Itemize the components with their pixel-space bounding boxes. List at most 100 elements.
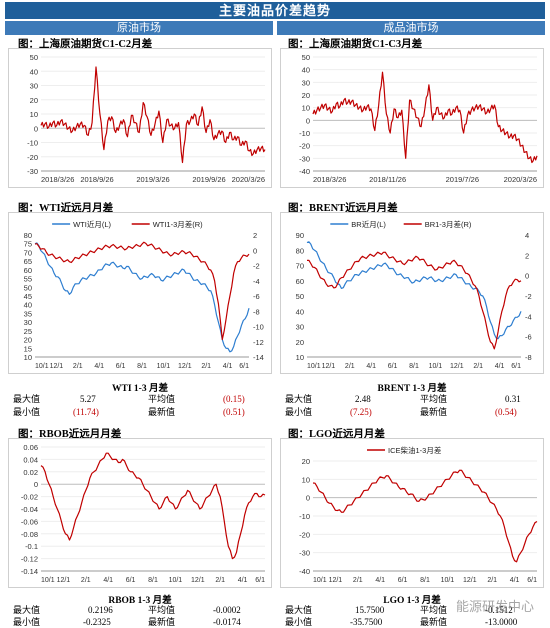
x-tick-label: 2/1	[487, 577, 497, 584]
y-tick-label: -0.08	[21, 530, 38, 539]
rbob-max-label: 最大值	[13, 605, 41, 615]
x-tick-label: 6/1	[388, 363, 398, 370]
rbob-latest-value: -0.0174	[213, 617, 241, 627]
brent-latest-value: (0.54)	[495, 407, 517, 417]
chart-title-sc: 图：上海原油期货C1-C2月差	[18, 39, 153, 50]
series-line-0	[34, 242, 250, 353]
x-tick-label: 12/1	[57, 577, 71, 584]
series-line-0	[312, 469, 538, 563]
x-tick-label: 4/1	[238, 577, 248, 584]
lgo-max-label: 最大值	[285, 605, 313, 615]
y-tick-label: -0.04	[21, 505, 38, 514]
rbob-min-value: -0.2325	[83, 617, 111, 627]
y-tick-label: 90	[296, 231, 304, 240]
x-tick-label: 12/1	[329, 577, 343, 584]
y-tick-label: 40	[30, 67, 38, 76]
y-tick-label: 70	[296, 262, 304, 271]
rbob-stats-row-1: 最大值 0.2196 平均值 -0.0002	[8, 604, 272, 616]
x-tick-label: 4/1	[495, 363, 505, 370]
lgo-latest-value: -13.0000	[485, 617, 518, 627]
y-tick-label: 0	[306, 116, 310, 125]
chart-panel-brent: 90 80 70 60 50 40 30 20 10 4 2 0 -2 -4 -6 -8 10/1 12/1 2/1…	[280, 212, 544, 374]
x-tick-label: 2018/3/26	[41, 175, 74, 184]
x-tick-label: 10/1	[307, 363, 321, 370]
lgo-min-value: -35.7500	[350, 617, 383, 627]
y2-tick-label: -4	[253, 277, 260, 286]
y2-tick-label: -12	[253, 338, 264, 347]
y-tick-label: 10	[302, 475, 310, 484]
x-tick-label: 6/1	[116, 363, 126, 370]
brent-stats-title: BRENT 1-3 月差	[377, 384, 447, 394]
x-tick-label: 2/1	[81, 577, 91, 584]
y-tick-label: -0.02	[21, 493, 38, 502]
y-tick-label: 0.04	[23, 455, 38, 464]
y2-tick-label: -14	[253, 353, 264, 362]
rbob-avg-label: 平均值	[148, 605, 176, 615]
x-tick-label: 2/1	[215, 577, 225, 584]
brent-max-label: 最大值	[285, 394, 313, 404]
chart-panel-sc2: 50 40 30 20 10 0 -10 -20 -30 -40 2018/3/26 2018/11/…	[280, 48, 544, 188]
y-tick-label: -30	[27, 167, 38, 176]
y2-tick-label: 0	[525, 272, 529, 281]
y-tick-label: 15	[24, 344, 32, 353]
x-tick-label: 2018/9/26	[80, 175, 113, 184]
wti-stats-row-1: 最大值 5.27 平均值 (0.15)	[8, 393, 272, 405]
x-tick-label: 6/1	[527, 577, 537, 584]
y-tick-label: -30	[299, 154, 310, 163]
y-tick-label: 30	[302, 78, 310, 87]
x-tick-label: 8/1	[409, 363, 419, 370]
y-tick-label: 20	[30, 96, 38, 105]
y-tick-label: -40	[299, 567, 310, 576]
series-line-1	[306, 251, 522, 350]
y2-tick-label: 0	[253, 246, 257, 255]
y-tick-label: 0	[306, 494, 310, 503]
legend-label: WTI近月(L)	[73, 219, 111, 229]
series-line-0	[306, 241, 522, 340]
y2-tick-label: 2	[253, 231, 257, 240]
chart-panel-rbob: 0.06 0.04 0.02 0 -0.02 -0.04 -0.06 -0.08 -0.1 -0.…	[8, 438, 272, 588]
chart-panel-sc: 50 40 30 20 10 0 -10 -20 -30 2018/3/26 2018/9/26 20…	[8, 48, 272, 188]
x-tick-label: 12/1	[178, 363, 192, 370]
y-tick-label: -0.12	[21, 555, 38, 564]
legend-label: BR近月(L)	[351, 219, 386, 229]
x-tick-label: 2018/11/26	[369, 175, 406, 184]
legend-label: ICE柴油1-3月差	[388, 445, 442, 455]
brent-stats-row-2: 最小值 (7.25) 最新值 (0.54)	[280, 406, 544, 418]
lgo-avg-value: -0.1512	[485, 605, 513, 615]
brent-max-value: 2.48	[355, 394, 371, 404]
chart-rbob: 0.06 0.04 0.02 0 -0.02 -0.04 -0.06 -0.08 -0.1 -0.…	[21, 443, 266, 584]
y-tick-label: 75	[24, 240, 32, 249]
x-tick-label: 4/1	[223, 363, 233, 370]
x-tick-label: 10/1	[313, 577, 327, 584]
series-line-1	[34, 241, 250, 341]
y-tick-label: -10	[299, 512, 310, 521]
series-line-main	[40, 452, 266, 560]
x-tick-label: 4/1	[366, 363, 376, 370]
rbob-avg-value: -0.0002	[213, 605, 241, 615]
x-tick-label: 10/1	[441, 577, 455, 584]
y-tick-label: -0.14	[21, 567, 38, 576]
wti-stats-title: WTI 1-3 月差	[112, 384, 168, 394]
wti-max-label: 最大值	[13, 394, 41, 404]
x-tick-label: 2019/3/26	[136, 175, 169, 184]
x-tick-label: 2/1	[201, 363, 211, 370]
y-tick-label: 40	[24, 301, 32, 310]
y2-tick-label: -4	[525, 312, 532, 321]
y-tick-label: 30	[24, 318, 32, 327]
watermark: 能源研发中心	[455, 600, 534, 615]
lgo-stats-row-1: 最大值 15.7500 平均值 -0.1512	[280, 604, 544, 616]
y2-tick-label: -2	[525, 292, 532, 301]
lgo-stats-row-2: 最小值 -35.7500 最新值 -13.0000	[280, 616, 544, 628]
x-tick-label: 6/1	[511, 363, 521, 370]
lgo-min-label: 最小值	[285, 617, 313, 627]
wti-stats-row-2: 最小值 (11.74) 最新值 (0.51)	[8, 406, 272, 418]
chart-title-wti: 图：WTI近远月月差	[18, 203, 114, 214]
y-tick-label: 30	[30, 82, 38, 91]
brent-avg-value: 0.31	[505, 394, 521, 404]
x-tick-label: 8/1	[148, 577, 158, 584]
legend-label: WTI1-3月差(R)	[153, 219, 203, 229]
x-tick-label: 2020/3/26	[232, 175, 265, 184]
rbob-latest-label: 最新值	[148, 617, 176, 627]
y-tick-label: 10	[296, 353, 304, 362]
y-tick-label: 50	[296, 292, 304, 301]
